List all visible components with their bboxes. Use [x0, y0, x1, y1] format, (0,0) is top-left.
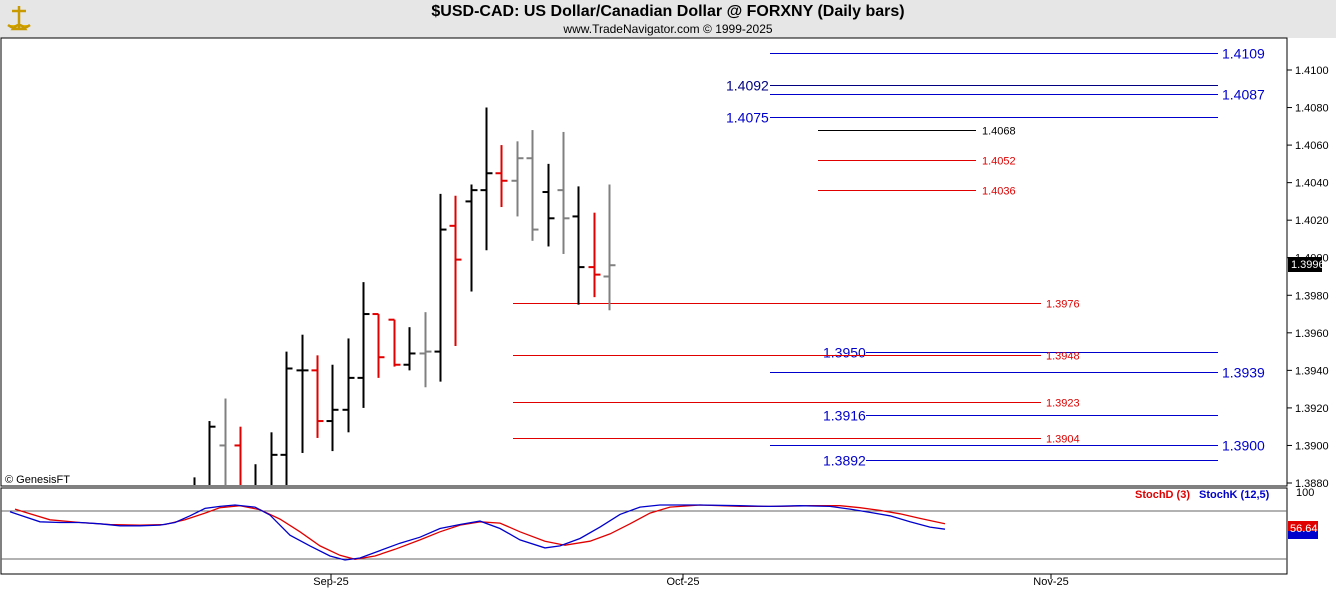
tradenavigator-logo-icon	[7, 6, 31, 31]
price-tick-label: 1.3940	[1295, 365, 1329, 377]
level-label: 1.4052	[982, 156, 1016, 168]
level-label: 1.3939	[1222, 365, 1265, 381]
last-price-box	[1288, 257, 1322, 272]
price-tick-label: 1.3960	[1295, 328, 1329, 340]
last-price-label: 1.3996	[1291, 259, 1325, 271]
price-bars	[193, 107, 616, 485]
price-tick-label: 1.4060	[1295, 140, 1329, 152]
stoch-last-value: 56.64	[1290, 523, 1318, 535]
price-tick-label: 1.3880	[1295, 478, 1329, 490]
stoch-k-value-box	[1288, 531, 1318, 539]
level-label: 1.4087	[1222, 87, 1265, 103]
date-axis: Sep-25 Oct-25 Nov-25	[313, 574, 1069, 588]
price-tick-label: 1.4080	[1295, 103, 1329, 115]
stoch-lines	[9, 504, 946, 561]
stoch-k-line	[9, 504, 946, 561]
stoch-legend-d: StochD (3)	[1135, 489, 1190, 501]
stoch-axis-label: 100	[1296, 487, 1314, 499]
stoch-panel	[0, 487, 1288, 575]
price-tick-label: 1.3900	[1295, 440, 1329, 452]
price-axis: 1.3880 1.3900 1.3920 1.3940 1.3960 1.3980 1.40…	[1287, 65, 1329, 490]
stoch-legend-k: StochK (12,5)	[1199, 489, 1270, 501]
price-tick-label: 1.4100	[1295, 65, 1329, 77]
level-lines: 1.4109 1.4092 1.4087 1.4075 1.4068 1.4052 1.40…	[513, 46, 1265, 469]
level-label: 1.3916	[823, 408, 866, 424]
level-label: 1.3948	[1046, 351, 1080, 363]
chart-header: $USD-CAD: US Dollar/Canadian Dollar @ FO…	[0, 0, 1336, 38]
level-label: 1.4109	[1222, 46, 1265, 62]
price-tick-label: 1.4020	[1295, 215, 1329, 227]
price-tick-label: 1.4040	[1295, 178, 1329, 190]
level-label: 1.3950	[823, 345, 866, 361]
level-label: 1.3923	[1046, 398, 1080, 410]
level-label: 1.4036	[982, 186, 1016, 198]
level-label: 1.3904	[1046, 434, 1080, 446]
chart-title: $USD-CAD: US Dollar/Canadian Dollar @ FO…	[431, 3, 905, 20]
genesis-watermark: © GenesisFT	[5, 474, 70, 486]
level-label: 1.4075	[726, 110, 769, 126]
date-tick-label: Sep-25	[313, 576, 348, 588]
price-tick-label: 1.3920	[1295, 403, 1329, 415]
level-label: 1.4092	[726, 78, 769, 94]
chart-subtitle: www.TradeNavigator.com © 1999-2025	[563, 22, 773, 36]
level-label: 1.3976	[1046, 299, 1080, 311]
price-panel	[0, 37, 1288, 487]
price-tick-label: 1.3980	[1295, 290, 1329, 302]
level-label: 1.4068	[982, 126, 1016, 138]
date-tick-label: Nov-25	[1033, 576, 1068, 588]
date-tick-label: Oct-25	[666, 576, 699, 588]
level-label: 1.3900	[1222, 438, 1265, 454]
level-label: 1.3892	[823, 453, 866, 469]
